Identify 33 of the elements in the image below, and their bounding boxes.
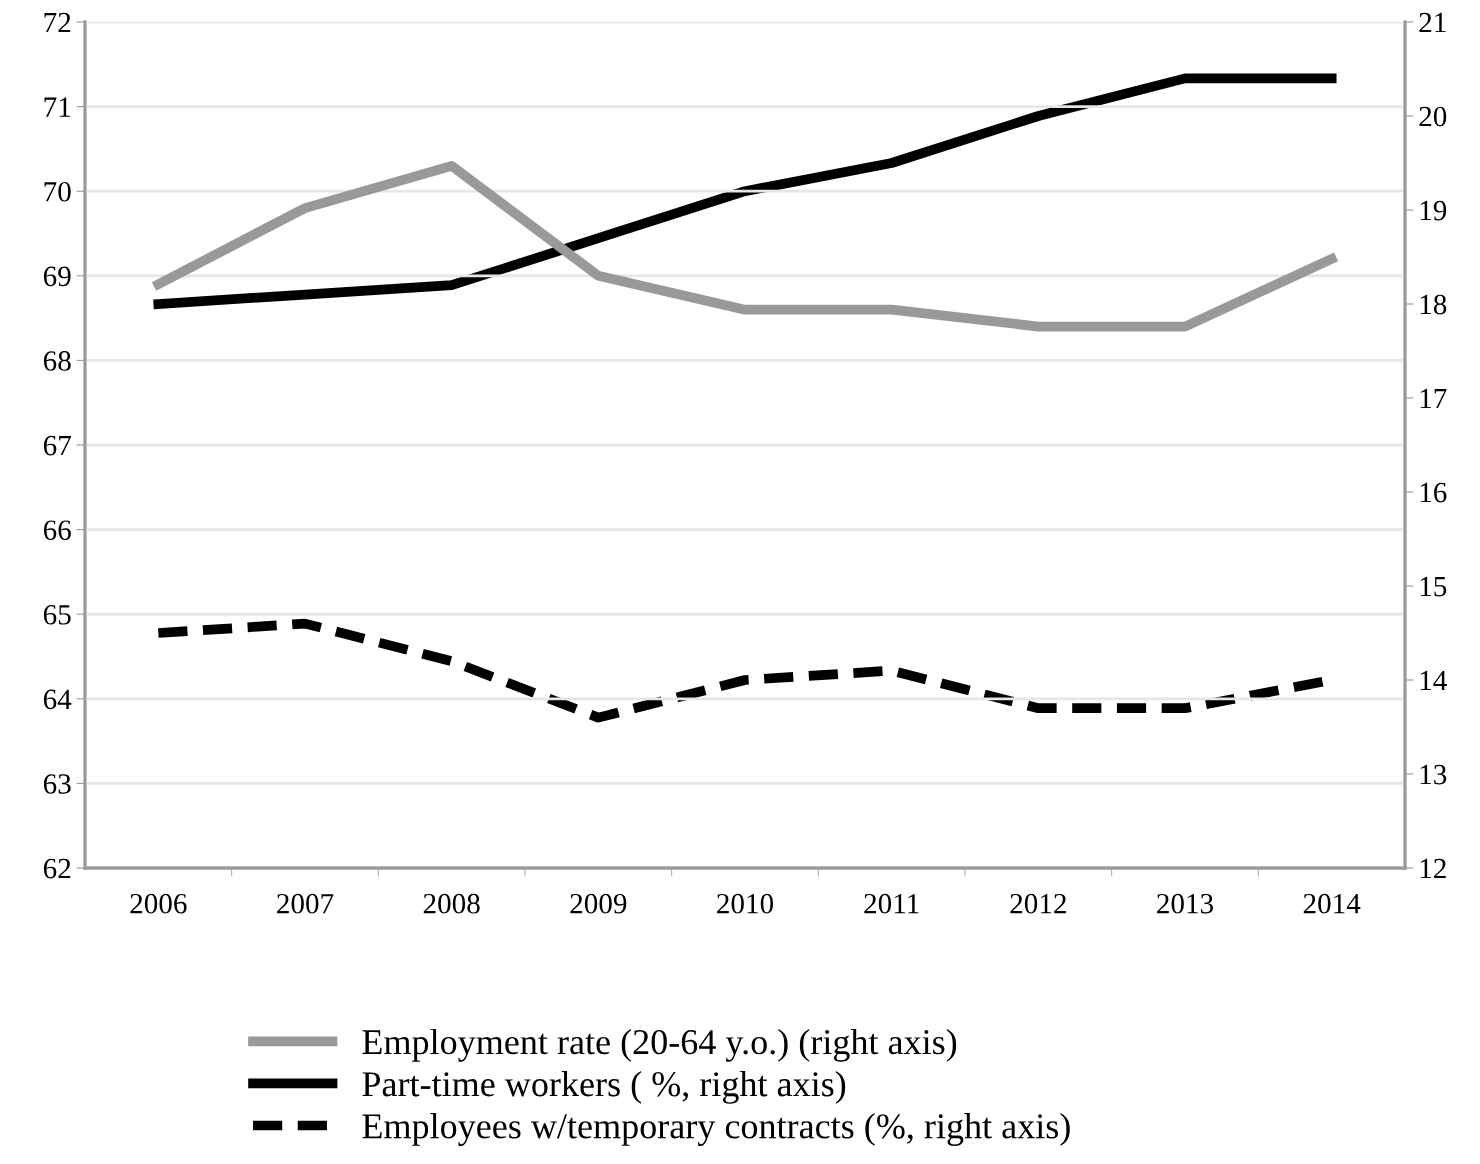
y-tick-label: 65 [43,605,71,625]
y2-tick-label: 19 [1420,200,1447,221]
y-tick-label: 67 [43,435,71,456]
x-tick-label: 2014 [1303,893,1361,914]
y-tick-label: 71 [44,97,71,117]
y2-tick-label: 18 [1420,294,1447,315]
y-tick-label: 72 [44,12,71,33]
legend-label: Part-time workers ( %, right axis) [362,1071,846,1104]
y-tick-label: 68 [43,351,71,371]
y-tick-label: 64 [43,689,72,710]
y-tick-label: 63 [43,774,71,794]
y-tick-label: 70 [44,181,71,202]
x-tick-label: 2007 [277,893,334,914]
y2-tick-label: 12 [1420,858,1446,879]
y2-tick-label: 17 [1420,388,1447,409]
x-tick-label: 2013 [1157,893,1214,914]
y-tick-label: 66 [43,520,71,541]
x-tick-label: 2011 [864,893,919,914]
x-tick-label: 2008 [423,893,480,914]
x-tick-label: 2010 [717,893,774,914]
y-tick-label: 69 [43,266,71,287]
y2-tick-label: 13 [1420,764,1447,785]
x-tick-label: 2009 [570,893,627,914]
x-tick-label: 2012 [1010,893,1066,914]
y2-tick-label: 15 [1420,576,1447,597]
y-tick-label: 62 [43,858,71,879]
y2-tick-label: 16 [1420,482,1447,503]
legend-label: Employees w/temporary contracts (%, right axis) [362,1113,1070,1146]
y2-tick-label: 21 [1419,12,1446,33]
y2-tick-label: 14 [1420,670,1447,691]
legend-label: Employment rate (20-64 y.o.) (right axis) [362,1028,957,1062]
x-tick-label: 2006 [130,893,187,914]
y2-tick-label: 20 [1419,106,1447,127]
